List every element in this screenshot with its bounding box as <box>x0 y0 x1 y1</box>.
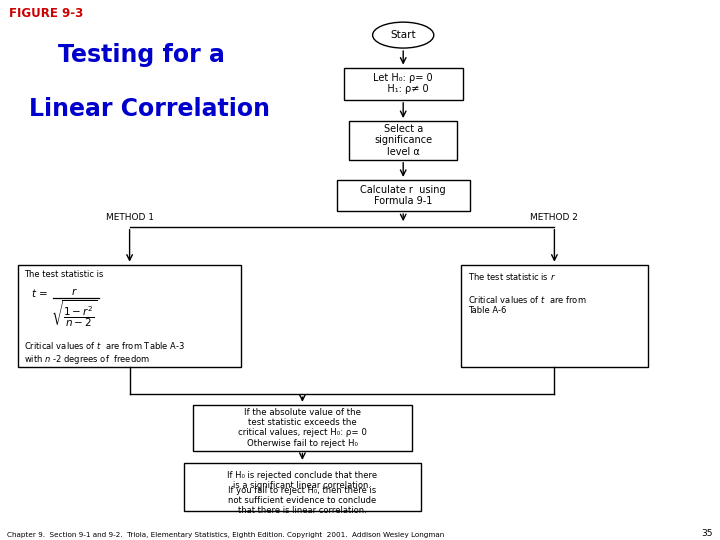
Text: 35: 35 <box>701 529 713 538</box>
Text: Critical values of $t$  are from
Table A-6: Critical values of $t$ are from Table A-… <box>468 294 587 315</box>
Text: If H₀ is rejected conclude that there
is a significant linear correlation.: If H₀ is rejected conclude that there is… <box>228 471 377 490</box>
Text: FIGURE 9-3: FIGURE 9-3 <box>9 7 84 20</box>
Text: Linear Correlation: Linear Correlation <box>29 97 270 121</box>
Text: METHOD 2: METHOD 2 <box>531 213 578 222</box>
Text: If you fail to reject H₀, then there is
not sufficient evidence to conclude
that: If you fail to reject H₀, then there is … <box>228 485 377 516</box>
Text: $t$ =: $t$ = <box>31 287 48 299</box>
Text: The test statistic is $r$: The test statistic is $r$ <box>468 271 556 282</box>
Text: Let H₀: ρ= 0
   H₁: ρ≠ 0: Let H₀: ρ= 0 H₁: ρ≠ 0 <box>374 73 433 94</box>
Text: $r$: $r$ <box>71 286 78 296</box>
Text: Select a
significance
level α: Select a significance level α <box>374 124 432 157</box>
Text: Testing for a: Testing for a <box>58 43 225 67</box>
Text: If the absolute value of the
test statistic exceeds the
critical values, reject : If the absolute value of the test statis… <box>238 408 366 448</box>
Text: METHOD 1: METHOD 1 <box>106 213 153 222</box>
Text: Critical values of $t$  are from Table A-3
with $n$ -2 degrees of  freedom: Critical values of $t$ are from Table A-… <box>24 340 185 366</box>
Text: Chapter 9.  Section 9-1 and 9-2.  Triola, Elementary Statistics, Eighth Edition.: Chapter 9. Section 9-1 and 9-2. Triola, … <box>7 532 444 538</box>
Text: Calculate r  using
Formula 9-1: Calculate r using Formula 9-1 <box>361 185 446 206</box>
Text: Start: Start <box>390 30 416 40</box>
Text: $\sqrt{\dfrac{1-r^2}{n-2}}$: $\sqrt{\dfrac{1-r^2}{n-2}}$ <box>51 299 97 329</box>
Text: The test statistic is: The test statistic is <box>24 270 103 279</box>
